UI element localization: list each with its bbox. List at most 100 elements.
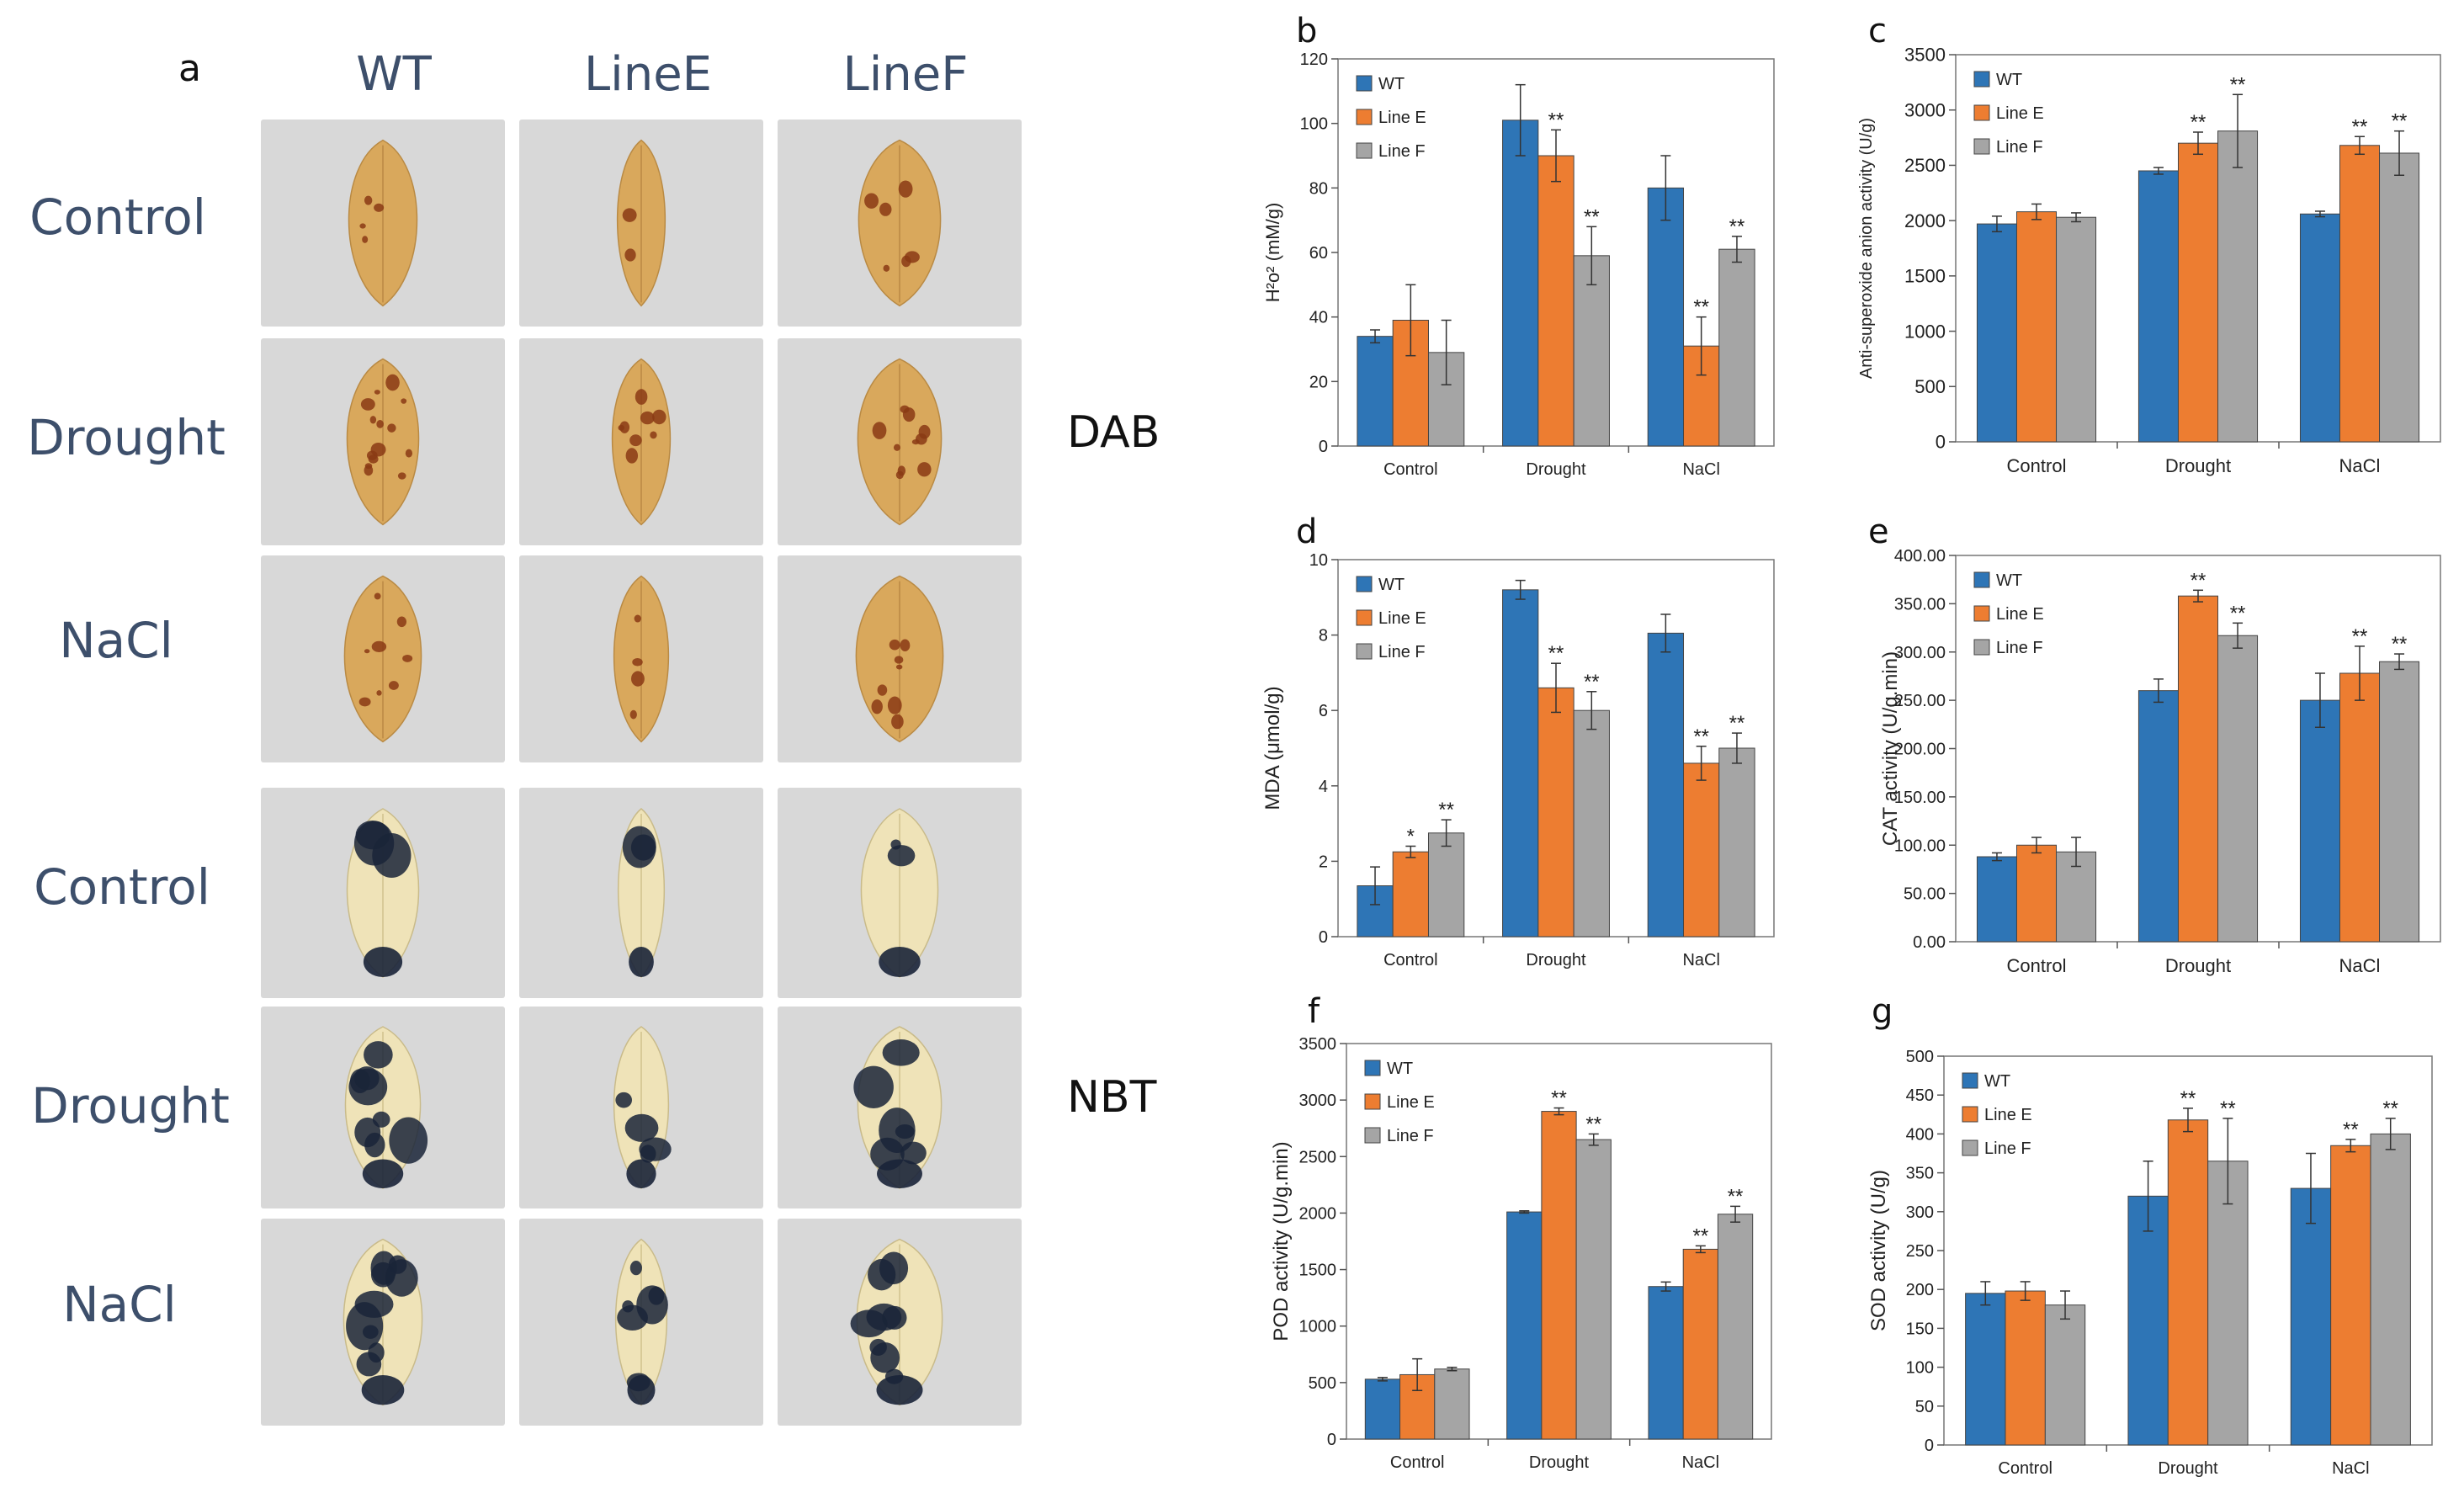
stain-spot — [887, 845, 916, 867]
category-label: Control — [2007, 955, 2067, 976]
category-label: Control — [1383, 951, 1437, 969]
stain-spot — [349, 1069, 370, 1093]
stain-spot — [911, 438, 920, 445]
y-tick-label: 40 — [1309, 309, 1328, 327]
leaf-photo-nbt-drought-line-e — [519, 1007, 763, 1208]
stain-spot — [389, 1117, 428, 1164]
category-label: Drought — [1526, 460, 1586, 479]
stain-label-nbt: NBT — [1067, 1072, 1157, 1123]
stain-spot — [376, 420, 384, 428]
leaf-photo-dab-nacl-line-f — [778, 555, 1022, 762]
bar — [1718, 747, 1755, 938]
bar — [2167, 1119, 2209, 1446]
significance-mark: ** — [2230, 73, 2246, 96]
stain-spot — [882, 1039, 920, 1066]
y-tick-label: 100.00 — [1894, 837, 1946, 855]
leaf-photo-dab-drought-wt — [261, 338, 505, 545]
row-header-dab-nacl: NaCl — [59, 612, 173, 669]
y-tick-label: 120 — [1300, 50, 1328, 69]
significance-mark: ** — [2352, 115, 2368, 138]
y-tick-label: 2000 — [1299, 1204, 1337, 1223]
y-tick-label: 250 — [1906, 1242, 1934, 1261]
category-label: Drought — [2158, 1459, 2218, 1478]
category-label: Drought — [1526, 951, 1586, 969]
stain-spot — [905, 251, 920, 263]
legend-label: Line E — [1984, 1106, 2032, 1124]
leaf-photo-nbt-nacl-wt — [261, 1219, 505, 1426]
category-label: Control — [1383, 460, 1437, 479]
column-header-line-e: LineE — [583, 47, 713, 102]
y-tick-label: 150.00 — [1894, 789, 1946, 807]
legend-swatch — [1356, 609, 1373, 626]
y-axis-label: MDA (μmol/g) — [1261, 686, 1284, 810]
stain-spot — [629, 1261, 642, 1276]
stain-spot — [879, 1108, 916, 1154]
bar — [2379, 661, 2420, 943]
stain-spot — [629, 434, 642, 447]
bar — [2137, 170, 2179, 443]
significance-mark: ** — [2343, 1118, 2359, 1141]
bar — [2299, 213, 2340, 443]
row-header-dab-drought: Drought — [27, 409, 226, 466]
stain-spot — [405, 449, 413, 458]
legend-swatch — [1356, 142, 1373, 159]
significance-mark: ** — [1551, 1087, 1567, 1110]
y-tick-label: 6 — [1319, 702, 1328, 720]
bar — [1976, 856, 2017, 943]
bar — [1647, 187, 1685, 447]
category-label: NaCl — [1682, 1453, 1719, 1472]
y-axis-label: POD activity (U/g.min) — [1270, 1141, 1293, 1341]
significance-mark: ** — [1693, 725, 1709, 748]
stain-spot — [891, 714, 904, 730]
significance-mark: ** — [1584, 671, 1600, 693]
bar — [2177, 142, 2219, 443]
legend-swatch — [1973, 71, 1990, 88]
y-tick-label: 450 — [1906, 1086, 1934, 1105]
stain-spot — [890, 839, 901, 850]
leaf-photo-nbt-nacl-line-e — [519, 1219, 763, 1426]
legend-swatch — [1973, 605, 1990, 622]
legend-swatch — [1356, 576, 1373, 592]
bar — [2044, 1304, 2086, 1446]
panel-letter-b: b — [1296, 12, 1317, 50]
bar — [1648, 1286, 1684, 1440]
stain-spot — [361, 1374, 405, 1405]
bar — [2330, 1145, 2371, 1446]
stain-spot — [374, 390, 380, 395]
stain-spot — [640, 411, 655, 425]
significance-mark: ** — [2382, 1097, 2398, 1120]
bar — [2379, 152, 2420, 443]
chart-c-anti-superoxide: c 0 500 1000 1500 2000 2500 3000 3500 Anti-supero… — [1843, 8, 2464, 484]
bar — [2299, 699, 2340, 943]
stain-spot — [371, 640, 387, 652]
y-tick-label: 10 — [1309, 551, 1328, 570]
stain-spot — [385, 374, 400, 391]
legend-swatch — [1364, 1093, 1381, 1110]
significance-mark: ** — [1548, 109, 1564, 131]
row-header-nbt-drought: Drought — [31, 1077, 230, 1134]
panel-letter-e: e — [1868, 513, 1889, 551]
bar — [2339, 145, 2381, 443]
bar — [1965, 1293, 2006, 1446]
y-tick-label: 2500 — [1299, 1148, 1337, 1166]
leaf-photo-nbt-drought-wt — [261, 1007, 505, 1208]
y-tick-label: 350.00 — [1894, 595, 1946, 614]
stain-spot — [869, 1338, 887, 1356]
legend-label: Line E — [1996, 605, 2044, 624]
stain-spot — [629, 709, 637, 720]
y-tick-label: 100 — [1300, 115, 1328, 134]
bar — [2015, 844, 2058, 943]
stain-spot — [359, 223, 366, 229]
significance-mark: ** — [2392, 110, 2408, 133]
chart-f-pod: f 0 500 1000 1500 2000 2500 3000 3500 POD activit… — [1212, 989, 1818, 1498]
y-tick-label: 8 — [1319, 627, 1328, 645]
stain-spot — [877, 1159, 922, 1188]
bar — [2005, 1290, 2046, 1446]
column-header-wt: WT — [356, 47, 432, 102]
chart-e-cat: e 0.00 50.00 100.00 150.00 200.00 250.00 300.00… — [1843, 509, 2464, 985]
bar — [1718, 248, 1755, 447]
stain-spot — [388, 681, 399, 690]
legend-label: WT — [1378, 576, 1405, 594]
stain-spot — [374, 592, 381, 600]
stain-spot — [363, 947, 403, 977]
